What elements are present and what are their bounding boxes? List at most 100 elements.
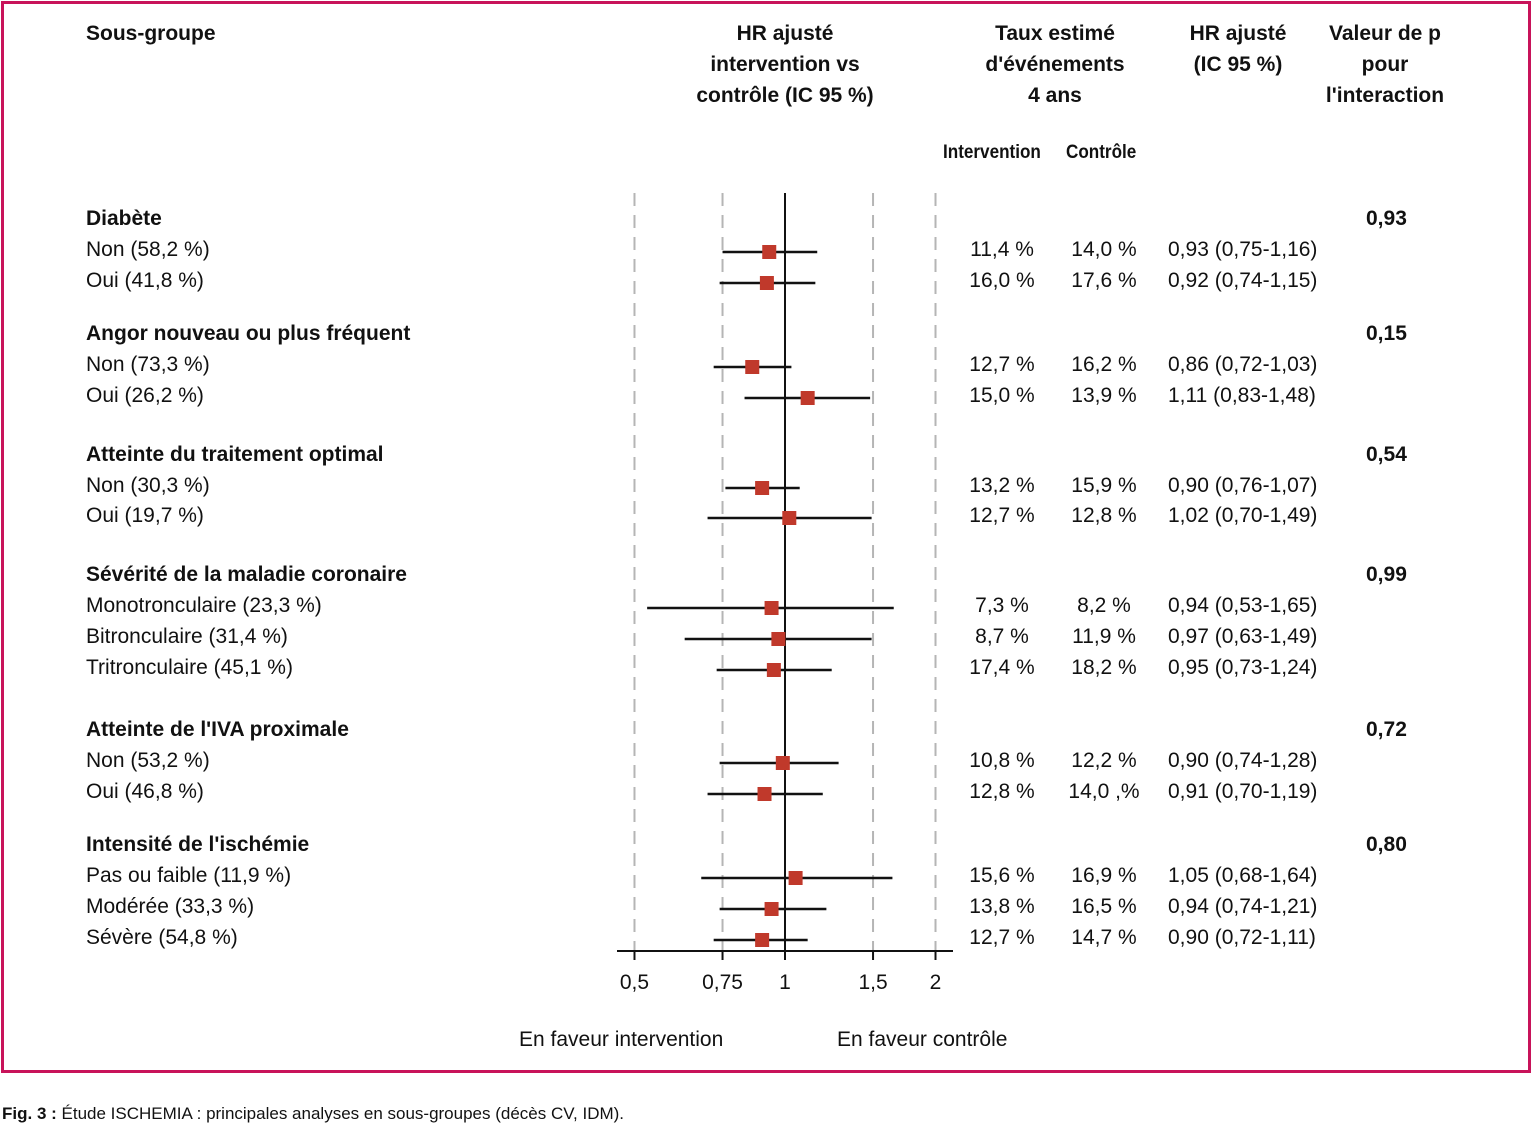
subgroup-label: Modérée (33,3 %): [86, 895, 255, 918]
subgroup-row: Oui (19,7 %) 12,7 % 12,8 % 1,02 (0,70-1,49): [0, 502, 1536, 530]
rate-control: 12,8 %: [1071, 504, 1137, 527]
favor-intervention-label: En faveur intervention: [519, 1028, 724, 1051]
p-interaction: 0,93: [1366, 207, 1407, 230]
rate-control: 18,2 %: [1071, 656, 1137, 679]
group-row: Intensité de l'ischémie 0,80: [0, 831, 1536, 859]
subgroup-label: Oui (26,2 %): [86, 384, 204, 407]
header-hr-ci: HR ajusté (IC 95 %): [1189, 22, 1287, 76]
hr-marker: [771, 632, 786, 646]
hr-marker: [788, 871, 803, 885]
rate-control: 16,9 %: [1071, 864, 1137, 887]
hr-ci-text: 1,05 (0,68-1,64): [1168, 864, 1318, 887]
rate-control: 13,9 %: [1071, 384, 1137, 407]
subgroup-row: Sévère (54,8 %) 12,7 % 14,7 % 0,90 (0,72-1,…: [0, 924, 1536, 952]
rate-control: 16,5 %: [1071, 895, 1137, 918]
hr-marker: [757, 787, 772, 801]
subgroup-label: Tritronculaire (45,1 %): [86, 656, 293, 679]
x-tick-label: 1: [779, 971, 791, 994]
subgroup-label: Non (30,3 %): [86, 474, 210, 497]
p-interaction: 0,72: [1366, 718, 1407, 741]
group-row: Atteinte de l'IVA proximale 0,72: [0, 716, 1536, 744]
hr-marker: [755, 481, 770, 495]
hr-ci-text: 0,91 (0,70-1,19): [1168, 780, 1318, 803]
rate-control: 14,7 %: [1071, 926, 1137, 949]
hr-ci-text: 0,95 (0,73-1,24): [1168, 656, 1318, 679]
figure-caption: Fig. 3 : Étude ISCHEMIA : principales an…: [2, 1104, 624, 1124]
hr-marker: [762, 245, 777, 259]
figure-frame: [1, 1, 1531, 1073]
subgroup-label: Pas ou faible (11,9 %): [86, 864, 292, 887]
subgroup-row: Oui (46,8 %) 12,8 % 14,0 ,% 0,91 (0,70-1,19…: [0, 778, 1536, 806]
rate-control: 16,2 %: [1071, 353, 1137, 376]
subgroup-label: Oui (46,8 %): [86, 780, 204, 803]
rate-intervention: 16,0 %: [969, 269, 1035, 292]
hr-marker: [759, 276, 774, 290]
rate-control: 8,2 %: [1077, 594, 1131, 617]
x-tick-label: 2: [930, 971, 942, 994]
rate-control: 14,0 %: [1071, 238, 1137, 261]
rate-control: 15,9 %: [1071, 474, 1137, 497]
subgroup-label: Oui (41,8 %): [86, 269, 204, 292]
subgroup-label: Non (58,2 %): [86, 238, 210, 261]
subgroup-label: Oui (19,7 %): [86, 504, 204, 527]
subgroup-label: Monotronculaire (23,3 %): [86, 594, 322, 617]
hr-ci-text: 0,90 (0,72-1,11): [1168, 926, 1316, 949]
group-row: Atteinte du traitement optimal 0,54: [0, 441, 1536, 469]
group-row: Diabète 0,93: [0, 205, 1536, 233]
subgroup-row: Monotronculaire (23,3 %) 7,3 % 8,2 % 0,94 (…: [0, 592, 1536, 620]
rate-intervention: 12,7 %: [969, 926, 1035, 949]
subgroup-label: Non (53,2 %): [86, 749, 210, 772]
hr-ci-text: 0,90 (0,74-1,28): [1168, 749, 1318, 772]
header-intervention: Intervention: [943, 142, 1041, 163]
header-subgroup: Sous-groupe: [86, 22, 216, 45]
rate-intervention: 15,6 %: [969, 864, 1035, 887]
caption-text: Étude ISCHEMIA : principales analyses en…: [56, 1104, 625, 1123]
hr-ci-text: 0,90 (0,76-1,07): [1168, 474, 1318, 497]
rate-intervention: 7,3 %: [975, 594, 1029, 617]
group-label: Intensité de l'ischémie: [86, 833, 310, 856]
caption-label: Fig. 3 :: [2, 1104, 57, 1123]
subgroup-row: Modérée (33,3 %) 13,8 % 16,5 % 0,94 (0,74-1…: [0, 893, 1536, 921]
hr-marker: [775, 756, 790, 770]
hr-marker: [764, 601, 779, 615]
rate-intervention: 15,0 %: [969, 384, 1035, 407]
rate-intervention: 8,7 %: [975, 625, 1029, 648]
rate-intervention: 13,8 %: [969, 895, 1035, 918]
hr-marker: [766, 663, 781, 677]
hr-ci-text: 0,97 (0,63-1,49): [1168, 625, 1318, 648]
p-interaction: 0,80: [1366, 833, 1407, 856]
x-tick-label: 1,5: [858, 971, 887, 994]
rate-control: 11,9 %: [1072, 625, 1136, 648]
subgroup-row: Non (73,3 %) 12,7 % 16,2 % 0,86 (0,72-1,03): [0, 351, 1536, 379]
subgroup-row: Non (53,2 %) 10,8 % 12,2 % 0,90 (0,74-1,28): [0, 747, 1536, 775]
subgroup-label: Bitronculaire (31,4 %): [86, 625, 288, 648]
rate-intervention: 17,4 %: [969, 656, 1035, 679]
rate-intervention: 12,8 %: [969, 780, 1035, 803]
hr-ci-text: 0,94 (0,53-1,65): [1168, 594, 1318, 617]
rate-intervention: 12,7 %: [969, 504, 1035, 527]
subgroup-row: Non (30,3 %) 13,2 % 15,9 % 0,90 (0,76-1,07): [0, 472, 1536, 500]
hr-ci-text: 0,92 (0,74-1,15): [1168, 269, 1318, 292]
group-label: Atteinte de l'IVA proximale: [86, 718, 349, 741]
hr-ci-text: 0,94 (0,74-1,21): [1168, 895, 1318, 918]
x-tick-label: 0,5: [620, 971, 649, 994]
subgroup-label: Non (73,3 %): [86, 353, 210, 376]
favor-control-label: En faveur contrôle: [837, 1028, 1008, 1051]
group-label: Atteinte du traitement optimal: [86, 443, 384, 466]
rate-intervention: 11,4 %: [970, 238, 1034, 261]
rate-intervention: 10,8 %: [969, 749, 1035, 772]
rate-control: 14,0 ,%: [1068, 780, 1140, 803]
rate-control: 12,2 %: [1071, 749, 1137, 772]
subgroup-row: Bitronculaire (31,4 %) 8,7 % 11,9 % 0,97 (0…: [0, 623, 1536, 651]
hr-marker: [800, 391, 815, 405]
hr-marker: [764, 902, 779, 916]
header-control: Contrôle: [1066, 142, 1137, 163]
header-rate: Taux estimé d'événements 4 ans: [985, 22, 1125, 107]
group-label: Angor nouveau ou plus fréquent: [86, 322, 411, 345]
subgroup-row: Pas ou faible (11,9 %) 15,6 % 16,9 % 1,05 (…: [0, 862, 1536, 890]
hr-marker: [755, 933, 770, 947]
p-interaction: 0,54: [1366, 443, 1407, 466]
subgroup-row: Oui (26,2 %) 15,0 % 13,9 % 1,11 (0,83-1,48): [0, 382, 1536, 410]
hr-ci-text: 1,11 (0,83-1,48): [1168, 384, 1316, 407]
